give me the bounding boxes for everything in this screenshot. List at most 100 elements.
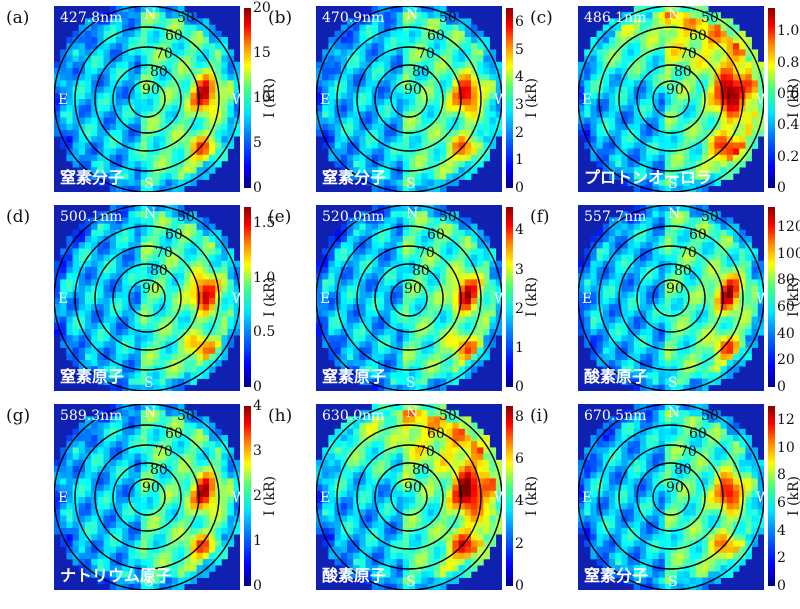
map-pixel [390, 92, 397, 100]
map-pixel [615, 242, 622, 249]
map-pixel [609, 30, 616, 38]
map-pixel [458, 24, 466, 32]
map-pixel [328, 111, 335, 118]
map-pixel [708, 372, 715, 379]
map-pixel [128, 372, 135, 379]
map-pixel [347, 347, 354, 355]
map-pixel [153, 105, 160, 112]
map-pixel [677, 267, 684, 274]
map-pixel [91, 254, 98, 262]
map-pixel [97, 117, 104, 125]
ring-label-90: 90 [142, 82, 160, 98]
map-pixel [384, 242, 391, 249]
map-pixel [646, 86, 653, 94]
map-pixel [202, 229, 210, 237]
map-pixel [609, 217, 616, 224]
map-pixel [433, 117, 441, 125]
map-pixel [621, 285, 628, 293]
map-pixel [359, 254, 366, 262]
map-pixel [184, 68, 191, 75]
map-pixel [359, 161, 366, 168]
map-pixel [652, 99, 659, 106]
map-pixel [708, 117, 715, 125]
map-pixel [140, 92, 148, 100]
map-pixel [739, 74, 746, 81]
map-pixel [602, 154, 610, 162]
map-pixel [153, 99, 160, 106]
map-pixel [384, 366, 391, 373]
map-pixel [658, 43, 666, 50]
map-pixel [440, 167, 447, 174]
map-pixel [378, 80, 385, 87]
map-pixel [433, 248, 441, 255]
map-pixel [658, 30, 666, 38]
map-pixel [446, 99, 453, 106]
map-pixel [159, 130, 166, 137]
map-pixel [421, 142, 428, 149]
map-pixel [633, 279, 641, 286]
map-pixel [147, 154, 154, 162]
map-pixel [165, 161, 173, 168]
map-pixel [427, 347, 435, 355]
map-pixel [171, 347, 179, 355]
map-pixel [458, 148, 466, 156]
map-pixel [402, 322, 410, 330]
map-pixel [159, 24, 166, 32]
map-pixel [739, 142, 746, 149]
map-pixel [60, 61, 67, 69]
map-pixel [334, 291, 342, 299]
map-pixel [458, 61, 466, 69]
map-pixel [134, 229, 142, 237]
map-pixel [471, 267, 478, 274]
map-pixel [477, 68, 484, 75]
allsky-map [316, 205, 502, 391]
map-pixel [602, 316, 610, 324]
map-pixel [215, 55, 222, 63]
map-pixel [702, 130, 709, 137]
map-pixel [196, 254, 204, 262]
map-pixel [227, 130, 235, 137]
map-pixel [602, 260, 610, 268]
map-pixel [122, 18, 129, 25]
map-pixel [91, 322, 98, 330]
map-pixel [159, 167, 166, 174]
map-pixel [720, 130, 728, 137]
map-pixel [97, 453, 104, 461]
map-pixel [627, 360, 635, 367]
map-pixel [633, 360, 641, 367]
map-pixel [122, 304, 129, 311]
elevation-ring-80 [112, 263, 182, 333]
map-pixel [116, 384, 123, 391]
map-pixel [615, 55, 622, 63]
map-pixel [433, 80, 441, 87]
map-pixel [440, 223, 447, 231]
map-pixel [708, 130, 715, 137]
direction-n: N [144, 206, 157, 222]
map-pixel [378, 310, 385, 317]
map-pixel [446, 30, 453, 38]
map-pixel [421, 173, 428, 180]
map-pixel [664, 136, 672, 143]
map-pixel [633, 260, 641, 268]
wavelength-label: 427.8nm [60, 10, 123, 26]
map-pixel [159, 55, 166, 63]
map-pixel [757, 111, 764, 118]
map-pixel [409, 185, 416, 192]
map-pixel [140, 291, 148, 299]
map-pixel [452, 347, 459, 355]
map-pixel [178, 248, 185, 255]
map-pixel [677, 322, 684, 330]
map-pixel [78, 111, 86, 118]
map-pixel [202, 372, 210, 379]
map-pixel [427, 366, 435, 373]
map-pixel [134, 68, 142, 75]
map-pixel [708, 229, 715, 237]
map-pixel [695, 260, 703, 268]
map-pixel [371, 236, 379, 243]
map-pixel [72, 341, 80, 348]
map-pixel [621, 329, 628, 336]
map-pixel [91, 154, 98, 162]
map-pixel [190, 68, 197, 75]
map-pixel [171, 435, 179, 442]
map-pixel [409, 24, 416, 32]
